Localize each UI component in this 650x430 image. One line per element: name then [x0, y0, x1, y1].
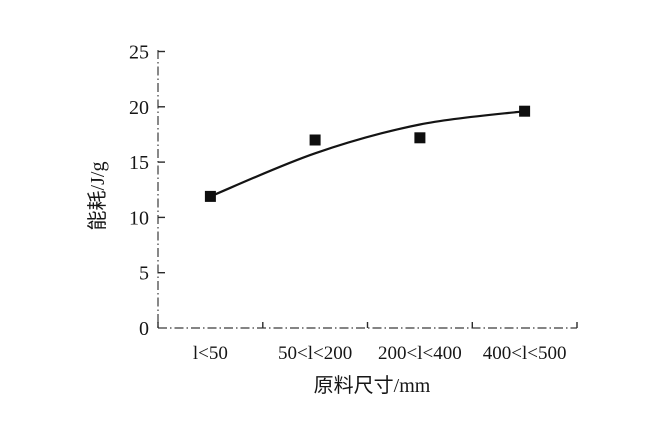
y-axis-ticks: 0 5 10 15 20 25 [129, 42, 165, 340]
x-category-label: 200<l<400 [378, 343, 462, 364]
x-category-label: 50<l<200 [278, 343, 352, 364]
x-axis-ticks: l<50 50<l<200 200<l<400 400<l<500 [157, 322, 578, 364]
data-point-marker [204, 190, 216, 202]
y-tick-label: 10 [129, 207, 149, 229]
data-point-marker [309, 134, 321, 146]
data-point-marker [414, 132, 426, 144]
y-tick-label: 20 [129, 97, 149, 119]
y-tick-label: 25 [129, 42, 149, 64]
trend-line [209, 110, 526, 198]
data-point-marker [519, 105, 531, 117]
data-points [204, 105, 531, 202]
y-tick-label: 15 [129, 152, 149, 174]
y-tick-label: 0 [139, 318, 149, 340]
y-tick-label: 5 [139, 263, 149, 285]
y-axis-title: 能耗/J/g [86, 162, 109, 231]
x-category-label: 400<l<500 [483, 343, 567, 364]
x-category-label: l<50 [193, 343, 228, 364]
x-axis-title: 原料尺寸/mm [314, 374, 431, 397]
